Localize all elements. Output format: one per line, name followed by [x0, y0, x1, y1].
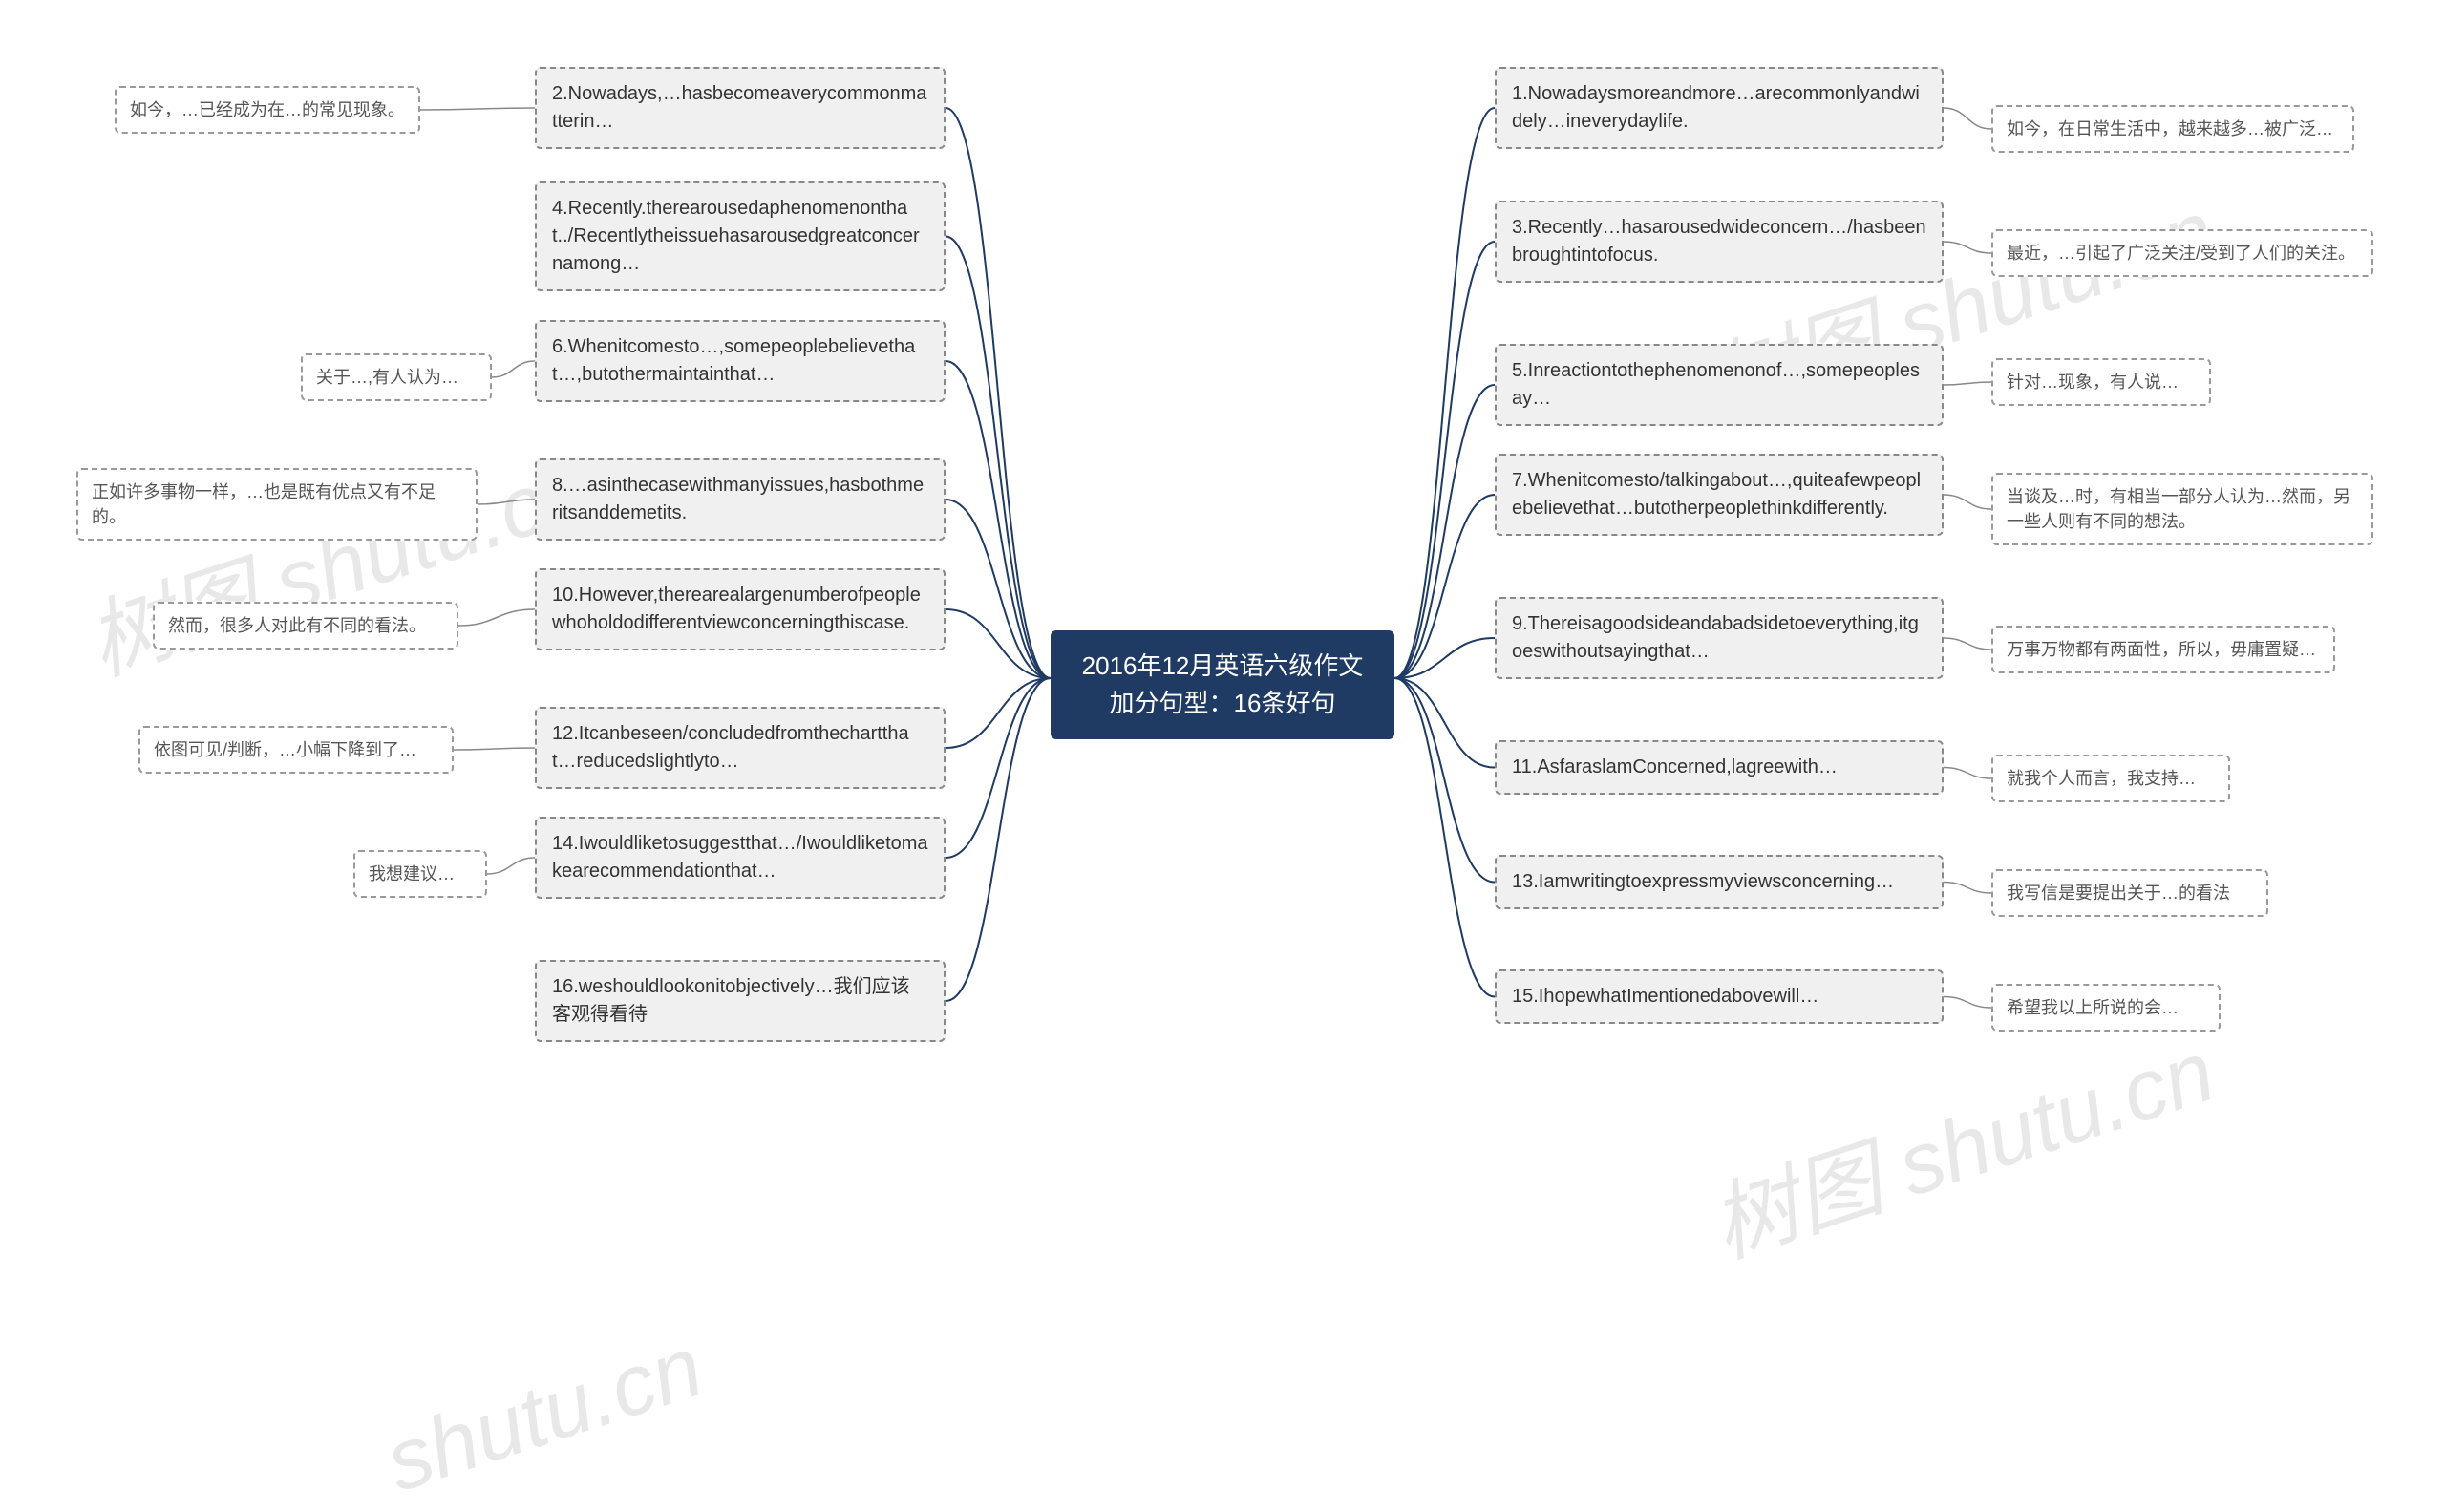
- leaf-l8: 正如许多事物一样，…也是既有优点又有不足的。: [76, 468, 478, 541]
- branch-l4: 4.Recently.therearousedaphenomenonthat..…: [535, 181, 946, 291]
- leaf-r7: 当谈及…时，有相当一部分人认为…然而，另一些人则有不同的想法。: [1991, 473, 2373, 545]
- leaf-r15: 希望我以上所说的会…: [1991, 984, 2221, 1032]
- leaf-l14: 我想建议…: [353, 850, 487, 898]
- leaf-r5: 针对…现象，有人说…: [1991, 358, 2211, 406]
- watermark: shutu.cn: [374, 1318, 713, 1512]
- leaf-l2: 如今，…已经成为在…的常见现象。: [115, 86, 420, 134]
- leaf-r9: 万事万物都有两面性，所以，毋庸置疑…: [1991, 626, 2335, 673]
- branch-r3: 3.Recently…hasarousedwideconcern…/hasbee…: [1495, 201, 1944, 283]
- branch-l12: 12.Itcanbeseen/concludedfromthechartthat…: [535, 707, 946, 789]
- leaf-l10: 然而，很多人对此有不同的看法。: [153, 602, 458, 650]
- branch-l8: 8.…asinthecasewithmanyissues,hasbothmeri…: [535, 458, 946, 541]
- leaf-r1: 如今，在日常生活中，越来越多…被广泛…: [1991, 105, 2354, 153]
- branch-r1: 1.Nowadaysmoreandmore…arecommonlyandwide…: [1495, 67, 1944, 149]
- branch-r15: 15.IhopewhatImentionedabovewill…: [1495, 969, 1944, 1024]
- leaf-l6: 关于…,有人认为…: [301, 353, 492, 401]
- leaf-r13: 我写信是要提出关于…的看法: [1991, 869, 2268, 917]
- branch-r5: 5.Inreactiontothephenomenonof…,somepeopl…: [1495, 344, 1944, 426]
- watermark: 树图 shutu.cn: [70, 419, 604, 698]
- center-line2: 加分句型：16条好句: [1077, 685, 1368, 722]
- leaf-r11: 就我个人而言，我支持…: [1991, 755, 2230, 802]
- branch-l16: 16.weshouldlookonitobjectively…我们应该客观得看待: [535, 960, 946, 1042]
- branch-r11: 11.AsfaraslamConcerned,lagreewith…: [1495, 740, 1944, 795]
- branch-l10: 10.However,therearealargenumberofpeoplew…: [535, 568, 946, 650]
- center-node: 2016年12月英语六级作文 加分句型：16条好句: [1051, 630, 1394, 739]
- branch-l2: 2.Nowadays,…hasbecomeaverycommonmatterin…: [535, 67, 946, 149]
- watermark: 树图 shutu.cn: [1693, 1002, 2227, 1281]
- leaf-r3: 最近，…引起了广泛关注/受到了人们的关注。: [1991, 229, 2373, 277]
- branch-r9: 9.Thereisagoodsideandabadsidetoeverythin…: [1495, 597, 1944, 679]
- branch-l6: 6.Whenitcomesto…,somepeoplebelievethat…,…: [535, 320, 946, 402]
- branch-l14: 14.Iwouldliketosuggestthat…/Iwouldliketo…: [535, 817, 946, 899]
- branch-r13: 13.Iamwritingtoexpressmyviewsconcerning…: [1495, 855, 1944, 909]
- center-line1: 2016年12月英语六级作文: [1077, 648, 1368, 685]
- leaf-l12: 依图可见/判断，…小幅下降到了…: [138, 726, 454, 774]
- branch-r7: 7.Whenitcomesto/talkingabout…,quiteafewp…: [1495, 454, 1944, 536]
